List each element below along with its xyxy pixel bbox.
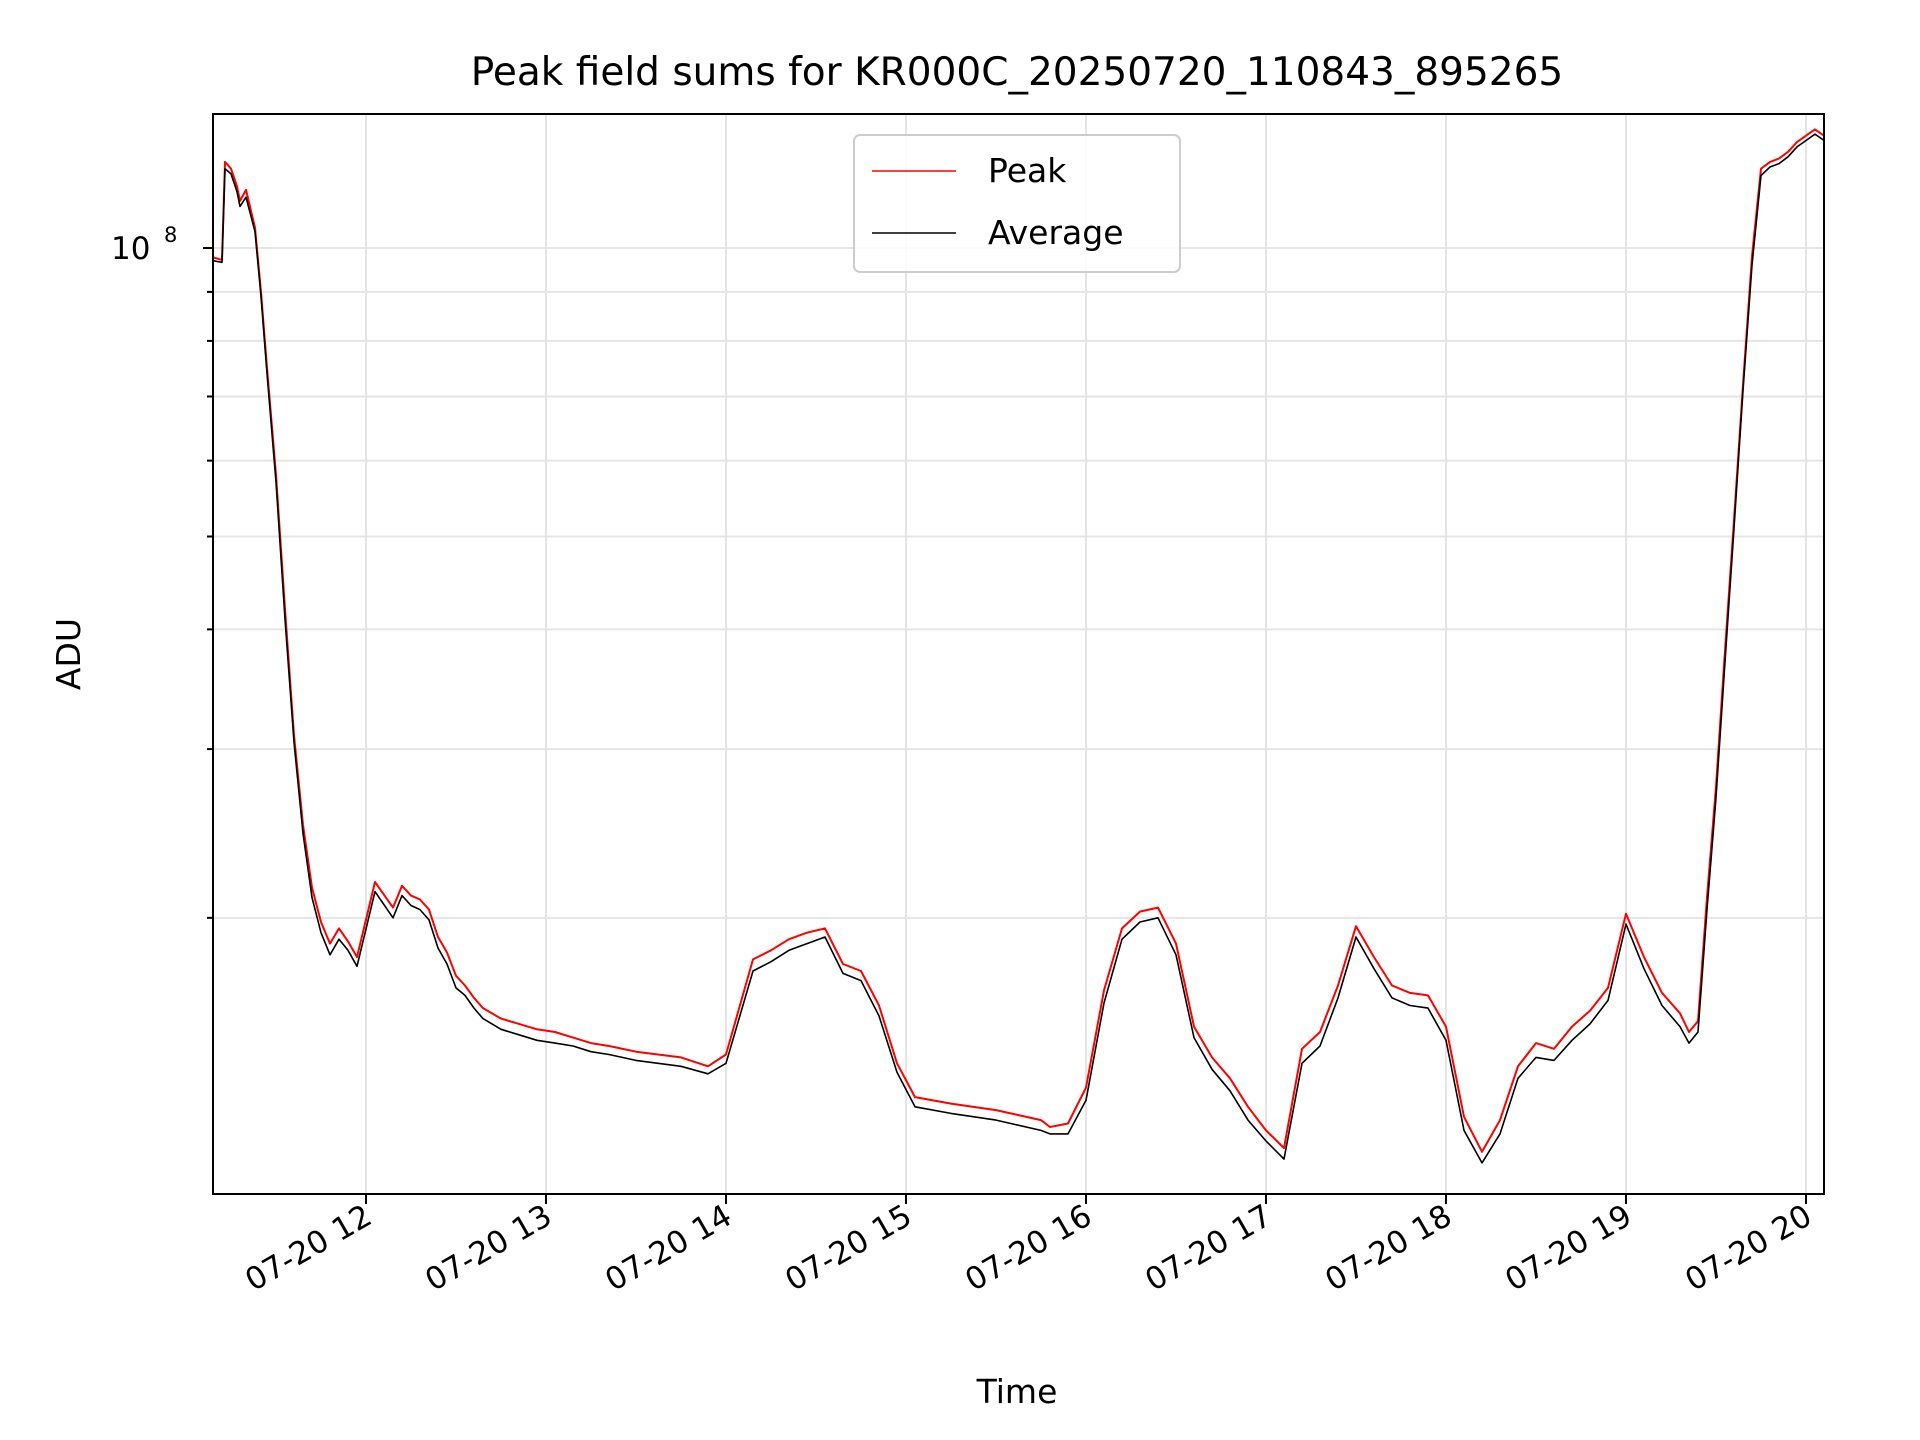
axes-frame bbox=[212, 113, 1825, 1195]
y-tick-exponent: 8 bbox=[164, 223, 177, 247]
y-tick-base: 10 bbox=[111, 231, 150, 267]
series-line-average bbox=[213, 133, 1824, 1164]
legend-label-peak: Peak bbox=[988, 151, 1067, 190]
y-axis-label: ADU bbox=[49, 618, 88, 690]
chart-title: Peak field sums for KR000C_20250720_1108… bbox=[471, 50, 1563, 95]
y-tick-label: 10 8 bbox=[111, 223, 177, 267]
legend-box bbox=[853, 134, 1181, 273]
grid bbox=[213, 114, 1824, 1194]
legend: Peak Average bbox=[853, 134, 1181, 273]
series-line-peak bbox=[213, 128, 1824, 1153]
legend-label-average: Average bbox=[988, 213, 1124, 252]
plot-area bbox=[213, 128, 1824, 1164]
x-axis-label: Time bbox=[976, 1372, 1058, 1411]
